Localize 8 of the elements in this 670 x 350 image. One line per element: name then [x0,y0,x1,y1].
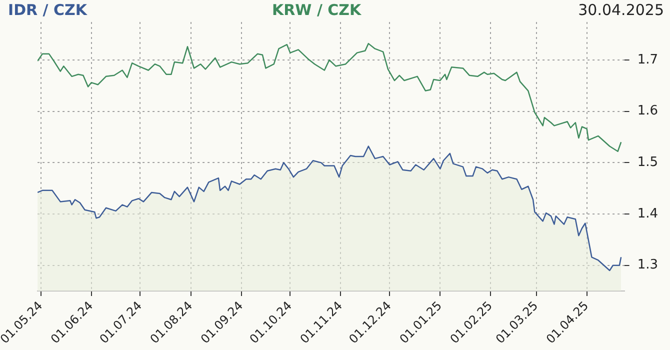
y-tick-label: 1.4 [637,206,658,222]
series-label: KRW / CZK [272,1,362,19]
y-tick-label: 1.3 [637,258,658,273]
y-tick-label: 1.5 [637,155,658,170]
text: IDR / CZK [8,1,88,19]
chart-title: 30.04.2025 [578,1,664,19]
y-tick-label: 1.7 [637,52,658,68]
y-tick-label: 1.6 [637,104,658,119]
